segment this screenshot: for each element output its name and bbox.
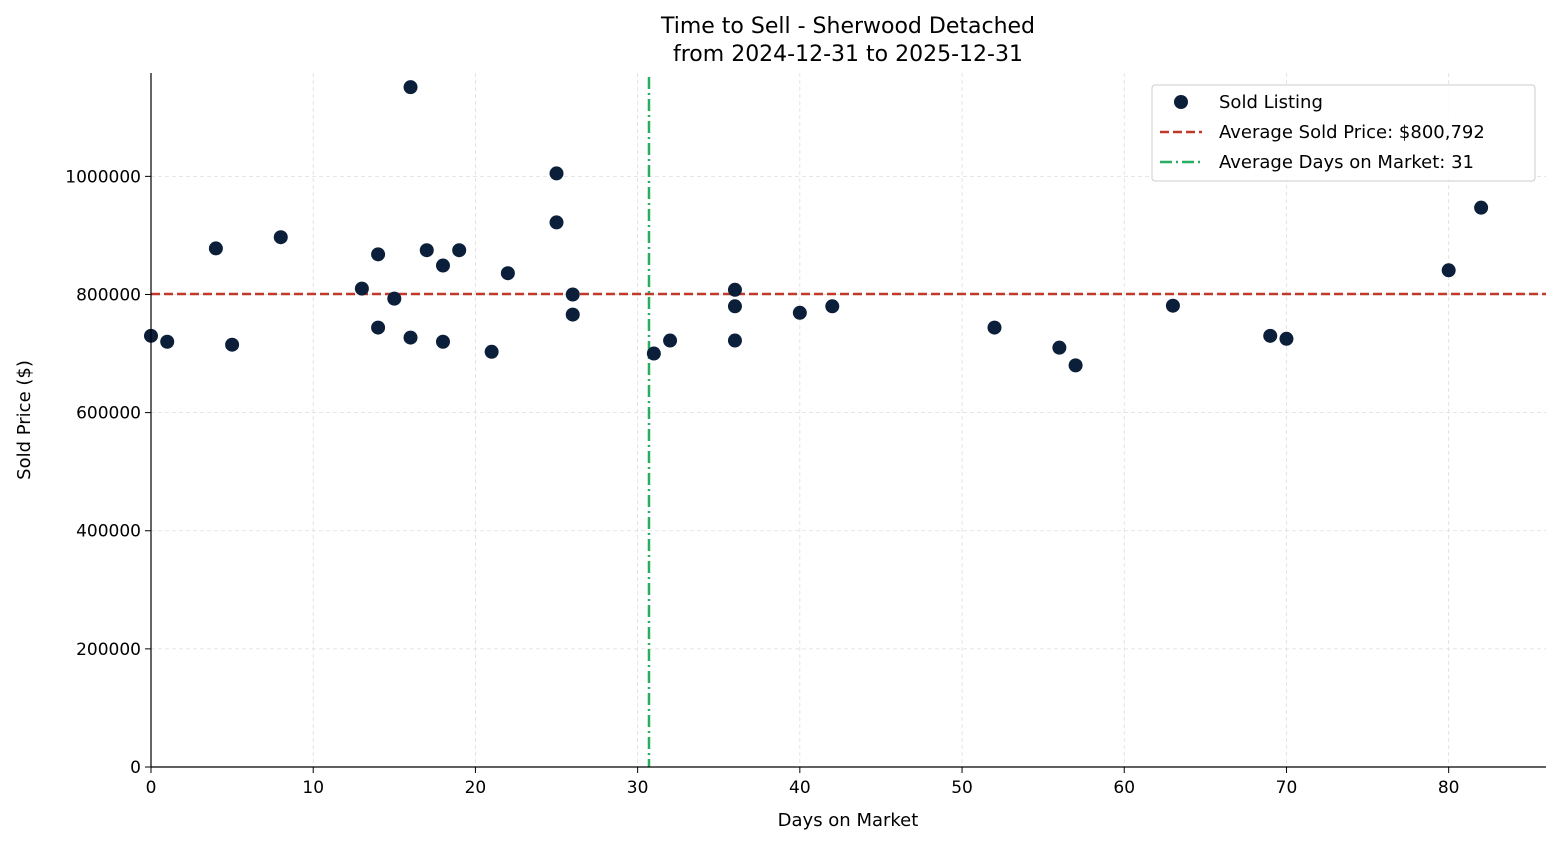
y-tick-label: 400000 [76,522,141,542]
y-tick-label: 600000 [76,404,141,424]
legend-marker-sold-listing [1174,95,1188,109]
data-point [403,330,418,345]
chart-subtitle: from 2024-12-31 to 2025-12-31 [673,42,1023,67]
chart-title: Time to Sell - Sherwood Detached [660,14,1035,39]
data-point [646,346,661,361]
y-tick-label: 1000000 [65,167,141,187]
data-point [403,80,418,95]
data-point [484,344,499,359]
data-point [565,307,580,322]
data-point [273,230,288,245]
data-point [452,243,467,258]
x-tick-label: 50 [951,778,973,798]
data-point [208,241,223,256]
x-tick-label: 60 [1113,778,1135,798]
x-tick-label: 20 [465,778,487,798]
data-point [1052,340,1067,355]
data-point [1165,298,1180,313]
data-point [825,299,840,314]
data-point [1263,328,1278,343]
x-ticks: 0 10 20 30 40 50 60 70 80 [146,767,1460,798]
legend: Sold Listing Average Sold Price: $800,79… [1151,84,1536,182]
x-tick-label: 10 [302,778,324,798]
y-tick-label: 200000 [76,640,141,660]
data-points [144,80,1489,373]
data-point [727,333,742,348]
data-point [1279,331,1294,346]
data-point [549,215,564,230]
x-tick-label: 30 [627,778,649,798]
data-point [371,320,386,335]
y-axis-label: Sold Price ($) [14,360,35,480]
data-point [225,337,240,352]
x-tick-label: 40 [789,778,811,798]
data-point [792,305,807,320]
y-tick-label: 0 [130,758,141,778]
data-point [435,334,450,349]
data-point [1068,358,1083,373]
data-point [663,333,678,348]
legend-label-sold-listing: Sold Listing [1219,92,1323,113]
reference-lines [151,77,1546,767]
data-point [371,247,386,262]
data-point [727,299,742,314]
x-tick-label: 80 [1438,778,1460,798]
data-point [549,166,564,181]
data-point [500,266,515,281]
data-point [435,258,450,273]
y-ticks: 0 200000 400000 600000 800000 1000000 [65,167,151,778]
legend-box [1151,84,1536,182]
data-point [160,334,175,349]
y-tick-label: 800000 [76,285,141,305]
legend-label-avg-days: Average Days on Market: 31 [1219,152,1474,173]
data-point [419,243,434,258]
data-point [727,282,742,297]
data-point [1441,263,1456,278]
x-axis-label: Days on Market [778,810,919,831]
data-point [565,287,580,302]
data-point [387,291,402,306]
x-tick-label: 70 [1276,778,1298,798]
legend-label-avg-price: Average Sold Price: $800,792 [1219,122,1485,143]
data-point [1474,200,1489,215]
data-point [987,320,1002,335]
x-tick-label: 0 [146,778,157,798]
data-point [354,281,369,296]
